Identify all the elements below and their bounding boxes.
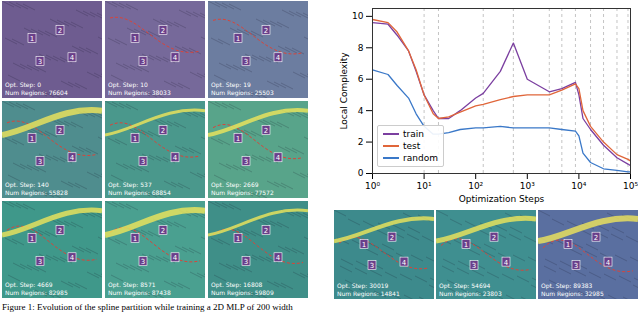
svg-text:Opt. Step: 0: Opt. Step: 0	[5, 81, 41, 89]
svg-text:2: 2	[264, 227, 268, 235]
svg-text:10²: 10²	[468, 181, 483, 191]
svg-text:2: 2	[492, 234, 496, 242]
svg-text:2: 2	[161, 127, 165, 135]
svg-text:Num Regions: 76604: Num Regions: 76604	[5, 89, 68, 97]
svg-text:4: 4	[70, 54, 75, 62]
svg-text:2: 2	[58, 227, 62, 235]
html-text:test: test	[403, 141, 421, 151]
svg-text:3: 3	[370, 262, 374, 270]
svg-text:2: 2	[58, 27, 62, 35]
svg-text:1: 1	[362, 241, 366, 249]
svg-text:10⁴: 10⁴	[571, 181, 586, 191]
svg-text:3: 3	[141, 158, 145, 166]
svg-text:3: 3	[244, 158, 248, 166]
svg-text:4: 4	[358, 106, 364, 116]
svg-text:10¹: 10¹	[417, 181, 432, 191]
svg-text:3: 3	[472, 262, 476, 270]
svg-text:0: 0	[358, 168, 364, 178]
svg-text:Num Regions: 38033: Num Regions: 38033	[108, 89, 171, 97]
html-text:Figure 1: Evolution of the spl: Figure 1: Evolution of the spline partit…	[2, 302, 293, 312]
svg-text:4: 4	[173, 54, 178, 62]
svg-text:1: 1	[30, 135, 34, 143]
svg-text:Opt. Step: 4669: Opt. Step: 4669	[5, 281, 53, 289]
svg-text:Num Regions: 87438: Num Regions: 87438	[108, 289, 171, 297]
svg-text:Num Regions: 77572: Num Regions: 77572	[211, 189, 274, 197]
svg-text:2: 2	[161, 227, 165, 235]
svg-text:4: 4	[70, 154, 75, 162]
svg-text:Opt. Step: 140: Opt. Step: 140	[5, 181, 49, 189]
svg-text:2: 2	[161, 27, 165, 35]
svg-text:4: 4	[606, 259, 611, 267]
svg-text:3: 3	[141, 258, 145, 266]
svg-text:4: 4	[276, 154, 281, 162]
svg-text:1: 1	[566, 241, 570, 249]
svg-text:1: 1	[133, 235, 137, 243]
svg-text:Num Regions: 82985: Num Regions: 82985	[5, 289, 68, 297]
svg-text:4: 4	[504, 259, 509, 267]
svg-text:1: 1	[236, 35, 240, 43]
svg-text:2: 2	[58, 127, 62, 135]
svg-text:Num Regions: 23803: Num Regions: 23803	[439, 290, 502, 298]
svg-text:Num Regions: 25503: Num Regions: 25503	[211, 89, 274, 97]
svg-text:4: 4	[173, 154, 178, 162]
html-text:random: random	[403, 153, 438, 163]
svg-text:3: 3	[38, 258, 42, 266]
svg-text:Opt. Step: 54694: Opt. Step: 54694	[439, 282, 491, 290]
svg-text:3: 3	[244, 258, 248, 266]
svg-text:1: 1	[30, 235, 34, 243]
svg-text:Local Complexity: Local Complexity	[339, 52, 349, 130]
svg-text:3: 3	[141, 58, 145, 66]
svg-text:Opt. Step: 537: Opt. Step: 537	[108, 181, 152, 189]
svg-text:3: 3	[244, 58, 248, 66]
svg-text:Opt. Step: 10: Opt. Step: 10	[108, 81, 148, 89]
svg-text:3: 3	[38, 158, 42, 166]
svg-text:1: 1	[464, 241, 468, 249]
svg-text:10³: 10³	[520, 181, 535, 191]
svg-text:8: 8	[358, 43, 364, 53]
svg-text:Opt. Step: 16808: Opt. Step: 16808	[211, 281, 263, 289]
svg-text:2: 2	[358, 137, 364, 147]
svg-text:4: 4	[276, 254, 281, 262]
svg-text:3: 3	[38, 58, 42, 66]
svg-text:4: 4	[70, 254, 75, 262]
html-text:train: train	[403, 129, 424, 139]
svg-text:Opt. Step: 89383: Opt. Step: 89383	[541, 282, 593, 290]
svg-text:Num Regions: 55828: Num Regions: 55828	[5, 189, 68, 197]
svg-text:4: 4	[402, 259, 407, 267]
svg-text:Opt. Step: 30019: Opt. Step: 30019	[337, 282, 389, 290]
svg-text:10⁰: 10⁰	[365, 181, 380, 191]
svg-text:Optimization Steps: Optimization Steps	[459, 194, 545, 204]
svg-text:2: 2	[390, 234, 394, 242]
svg-text:Num Regions: 59809: Num Regions: 59809	[211, 289, 274, 297]
svg-text:1: 1	[30, 35, 34, 43]
svg-text:Num Regions: 68854: Num Regions: 68854	[108, 189, 171, 197]
svg-text:2: 2	[264, 27, 268, 35]
svg-text:10⁵: 10⁵	[623, 181, 638, 191]
svg-text:Num Regions: 14841: Num Regions: 14841	[337, 290, 400, 298]
svg-text:4: 4	[173, 254, 178, 262]
svg-text:1: 1	[133, 35, 137, 43]
svg-text:1: 1	[133, 135, 137, 143]
svg-text:10: 10	[352, 11, 364, 21]
svg-text:4: 4	[276, 54, 281, 62]
svg-text:1: 1	[236, 235, 240, 243]
svg-text:Num Regions: 32985: Num Regions: 32985	[541, 290, 604, 298]
svg-text:1: 1	[236, 135, 240, 143]
svg-text:2: 2	[594, 234, 598, 242]
svg-text:Opt. Step: 2669: Opt. Step: 2669	[211, 181, 259, 189]
svg-text:2: 2	[264, 127, 268, 135]
svg-text:3: 3	[574, 262, 578, 270]
svg-text:6: 6	[358, 74, 364, 84]
svg-text:Opt. Step: 8571: Opt. Step: 8571	[108, 281, 156, 289]
svg-text:Opt. Step: 19: Opt. Step: 19	[211, 81, 251, 89]
